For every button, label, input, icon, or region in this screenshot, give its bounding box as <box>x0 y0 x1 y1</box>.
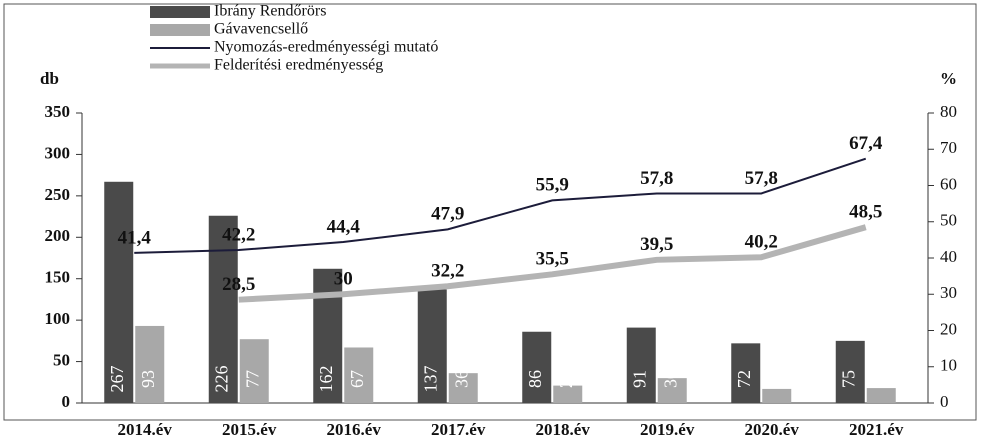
bar <box>866 388 896 403</box>
x-tick-label: 2019.év <box>640 420 695 439</box>
bar-value-label: 267 <box>107 366 127 393</box>
line-value-label: 57,8 <box>640 168 673 189</box>
bar <box>762 388 792 403</box>
y2-tick-label: 50 <box>940 211 957 230</box>
y-tick-label: 150 <box>45 268 71 287</box>
line <box>238 224 867 303</box>
x-tick-label: 2021.év <box>849 420 904 439</box>
y2-tick-label: 20 <box>940 319 957 338</box>
y-tick-label: 0 <box>62 392 71 411</box>
y2-tick-label: 80 <box>940 102 957 121</box>
bar <box>208 215 238 403</box>
y2-tick-label: 0 <box>940 392 949 411</box>
bar-value-label: 86 <box>525 370 545 388</box>
line-value-label: 42,2 <box>222 224 255 245</box>
y-axis-label: db <box>40 69 59 88</box>
bar-value-label: 30 <box>660 370 680 388</box>
bar-value-label: 93 <box>138 370 158 388</box>
bar-value-label: 36 <box>451 370 471 388</box>
legend-label: Gávavencsellő <box>214 21 308 38</box>
y2-tick-label: 30 <box>940 283 957 302</box>
line-value-label: 30 <box>334 269 353 290</box>
y2-tick-label: 60 <box>940 174 957 193</box>
bar <box>104 181 134 403</box>
line-value-label: 57,8 <box>745 168 778 189</box>
bar <box>313 268 343 403</box>
line-value-label: 32,2 <box>431 261 464 282</box>
y2-tick-label: 40 <box>940 247 957 266</box>
x-tick-label: 2020.év <box>745 420 800 439</box>
y-tick-label: 100 <box>45 309 71 328</box>
bar-value-label: 91 <box>629 370 649 388</box>
bar <box>626 327 656 403</box>
chart-frame <box>3 3 977 421</box>
line-value-label: 44,4 <box>327 216 361 237</box>
y-tick-label: 200 <box>45 226 71 245</box>
bar <box>553 385 583 403</box>
x-tick-label: 2016.év <box>327 420 382 439</box>
y-tick-label: 50 <box>53 350 70 369</box>
bar-value-label: 77 <box>242 370 262 388</box>
y-tick-label: 350 <box>45 102 71 121</box>
bar-value-label: 18 <box>869 370 889 388</box>
bar-value-label: 21 <box>556 370 576 388</box>
line-value-label: 28,5 <box>222 274 255 295</box>
bar <box>657 378 687 403</box>
bar <box>135 325 165 403</box>
bar <box>448 373 478 403</box>
legend-swatch <box>150 6 210 18</box>
bar-value-label: 75 <box>838 370 858 388</box>
bar <box>522 331 552 403</box>
bar <box>835 340 865 403</box>
bar-value-label: 72 <box>734 370 754 388</box>
bar <box>344 347 374 403</box>
bar <box>239 339 269 403</box>
line <box>134 157 867 254</box>
x-tick-label: 2015.év <box>222 420 277 439</box>
bar-value-label: 17 <box>765 370 785 388</box>
bar-value-label: 226 <box>211 366 231 393</box>
legend-swatch <box>150 24 210 36</box>
line-value-label: 39,5 <box>640 234 673 255</box>
legend-label: Ibrány Rendőrörs <box>214 3 326 20</box>
bar-value-label: 137 <box>420 366 440 393</box>
line-value-label: 48,5 <box>849 202 882 223</box>
y2-tick-label: 10 <box>940 356 957 375</box>
x-tick-label: 2014.év <box>118 420 173 439</box>
y2-axis-label: % <box>940 69 957 88</box>
y-tick-label: 300 <box>45 143 71 162</box>
line-value-label: 40,2 <box>745 232 778 253</box>
legend-label: Felderítési eredményesség <box>214 57 383 74</box>
bar-value-label: 162 <box>316 366 336 393</box>
line-value-label: 41,4 <box>118 227 152 248</box>
line-value-label: 35,5 <box>536 249 569 270</box>
y2-tick-label: 70 <box>940 138 957 157</box>
x-tick-label: 2017.év <box>431 420 486 439</box>
line-value-label: 47,9 <box>431 204 464 225</box>
line-value-label: 55,9 <box>536 175 569 196</box>
line-value-label: 67,4 <box>849 133 883 154</box>
bar <box>731 343 761 403</box>
legend-label: Nyomozás-eredményességi mutató <box>214 39 438 56</box>
bar <box>417 289 447 403</box>
y-tick-label: 250 <box>45 185 71 204</box>
bar-value-label: 67 <box>347 370 367 388</box>
x-tick-label: 2018.év <box>536 420 591 439</box>
